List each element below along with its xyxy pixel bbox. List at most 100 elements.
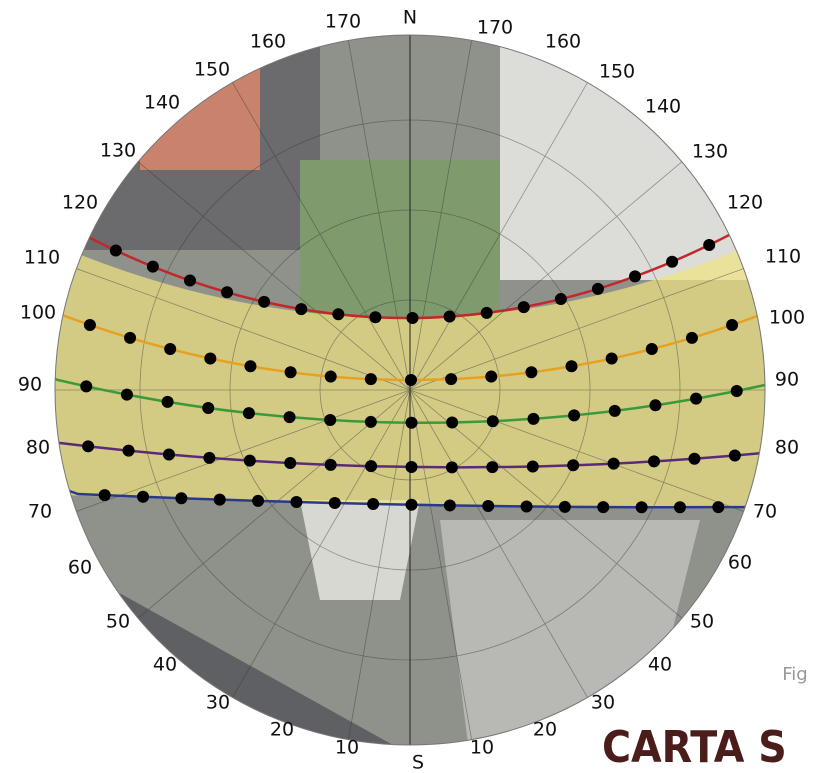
hour-dot	[629, 270, 642, 283]
azimuth-label: 70	[753, 501, 777, 523]
azimuth-label: 10	[470, 737, 494, 759]
hour-dot	[162, 448, 175, 461]
hour-dot	[258, 295, 271, 308]
azimuth-label: 20	[270, 719, 294, 741]
hour-dot	[565, 360, 578, 373]
azimuth-label: 140	[144, 92, 180, 114]
hour-dot	[202, 402, 215, 415]
hour-dot	[703, 238, 716, 251]
azimuth-label: 60	[728, 552, 752, 574]
hour-dot	[284, 366, 297, 379]
azimuth-label: 170	[325, 11, 361, 33]
azimuth-label: 110	[765, 246, 801, 268]
azimuth-label: 70	[28, 501, 52, 523]
hour-dot	[520, 500, 533, 513]
hour-dot	[554, 293, 567, 306]
hour-dot	[685, 331, 698, 344]
azimuth-label: 130	[692, 141, 728, 163]
hour-dot	[203, 451, 216, 464]
hour-dot	[608, 404, 621, 417]
hour-dot	[405, 416, 418, 429]
azimuth-label: 160	[545, 31, 581, 53]
hour-dot	[526, 460, 539, 473]
caption: Fig	[782, 664, 807, 685]
hour-dot	[243, 454, 256, 467]
hour-dot	[558, 500, 571, 513]
grid-ray	[229, 389, 411, 702]
azimuth-label: 100	[769, 307, 805, 329]
azimuth-label: 130	[100, 140, 136, 162]
hour-dot	[183, 274, 196, 287]
hour-dot	[649, 399, 662, 412]
azimuth-label: 90	[18, 374, 42, 396]
hour-dot	[482, 500, 495, 513]
hour-dot	[673, 501, 686, 514]
hour-dot	[204, 352, 217, 365]
hour-dot	[242, 407, 255, 420]
hour-dot	[283, 411, 296, 424]
hour-dot	[82, 440, 95, 453]
hour-dot	[406, 312, 419, 324]
hour-dot	[98, 489, 111, 502]
azimuth-label: 150	[194, 59, 230, 81]
hour-dot	[324, 370, 337, 383]
grid-ray	[347, 35, 411, 391]
azimuth-label: 110	[24, 247, 60, 269]
hour-dot	[485, 370, 498, 383]
hour-dot	[525, 366, 538, 379]
hour-dot	[120, 388, 133, 401]
hour-dot	[365, 460, 378, 473]
grid-ray	[409, 78, 591, 391]
hour-dot	[405, 498, 418, 511]
south-label: S	[412, 752, 424, 773]
hour-dot	[367, 497, 380, 510]
hour-dot	[690, 392, 703, 405]
azimuth-label: 100	[20, 302, 56, 324]
hour-dot	[517, 301, 530, 314]
grid-ray	[229, 78, 411, 391]
azimuth-label: 90	[775, 369, 799, 391]
hour-dot	[146, 260, 159, 273]
azimuth-label: 50	[106, 611, 130, 633]
hour-dot	[109, 244, 122, 257]
grid-ray	[409, 266, 749, 391]
hour-dot	[480, 306, 493, 319]
hour-dot	[486, 415, 499, 428]
hour-dot	[164, 343, 177, 356]
azimuth-label: 150	[599, 61, 635, 83]
hour-dot	[83, 318, 96, 331]
hour-dot	[405, 461, 418, 473]
hour-dot	[364, 415, 377, 428]
brand: CARTA S	[602, 722, 787, 773]
hour-dot	[666, 255, 679, 268]
grid-ray	[133, 158, 411, 391]
hour-dot	[597, 501, 610, 514]
azimuth-label: 30	[206, 692, 230, 714]
hour-dot	[605, 352, 618, 365]
grid-ray	[133, 389, 411, 622]
hour-dot	[122, 444, 135, 457]
grid-ray	[409, 158, 687, 391]
grid-ray	[71, 389, 411, 514]
azimuth-label: 80	[775, 437, 799, 459]
hour-dot	[364, 373, 377, 386]
hour-dot	[567, 459, 580, 472]
grid-ray	[409, 389, 749, 514]
hour-dot	[607, 457, 620, 470]
azimuth-label: 160	[250, 31, 286, 53]
hour-dot	[137, 490, 150, 503]
hour-dot	[324, 414, 337, 427]
hour-dot	[284, 457, 297, 470]
azimuth-label: 40	[648, 654, 672, 676]
hour-dot	[527, 412, 540, 425]
hour-dot	[252, 494, 265, 507]
hour-dot	[486, 461, 499, 474]
hour-dot	[645, 343, 658, 356]
azimuth-label: 120	[62, 192, 98, 214]
hour-dot	[369, 311, 382, 324]
hour-dot	[290, 496, 303, 509]
hour-dot	[161, 395, 174, 408]
hour-dot	[405, 374, 417, 386]
north-label: N	[403, 7, 417, 29]
